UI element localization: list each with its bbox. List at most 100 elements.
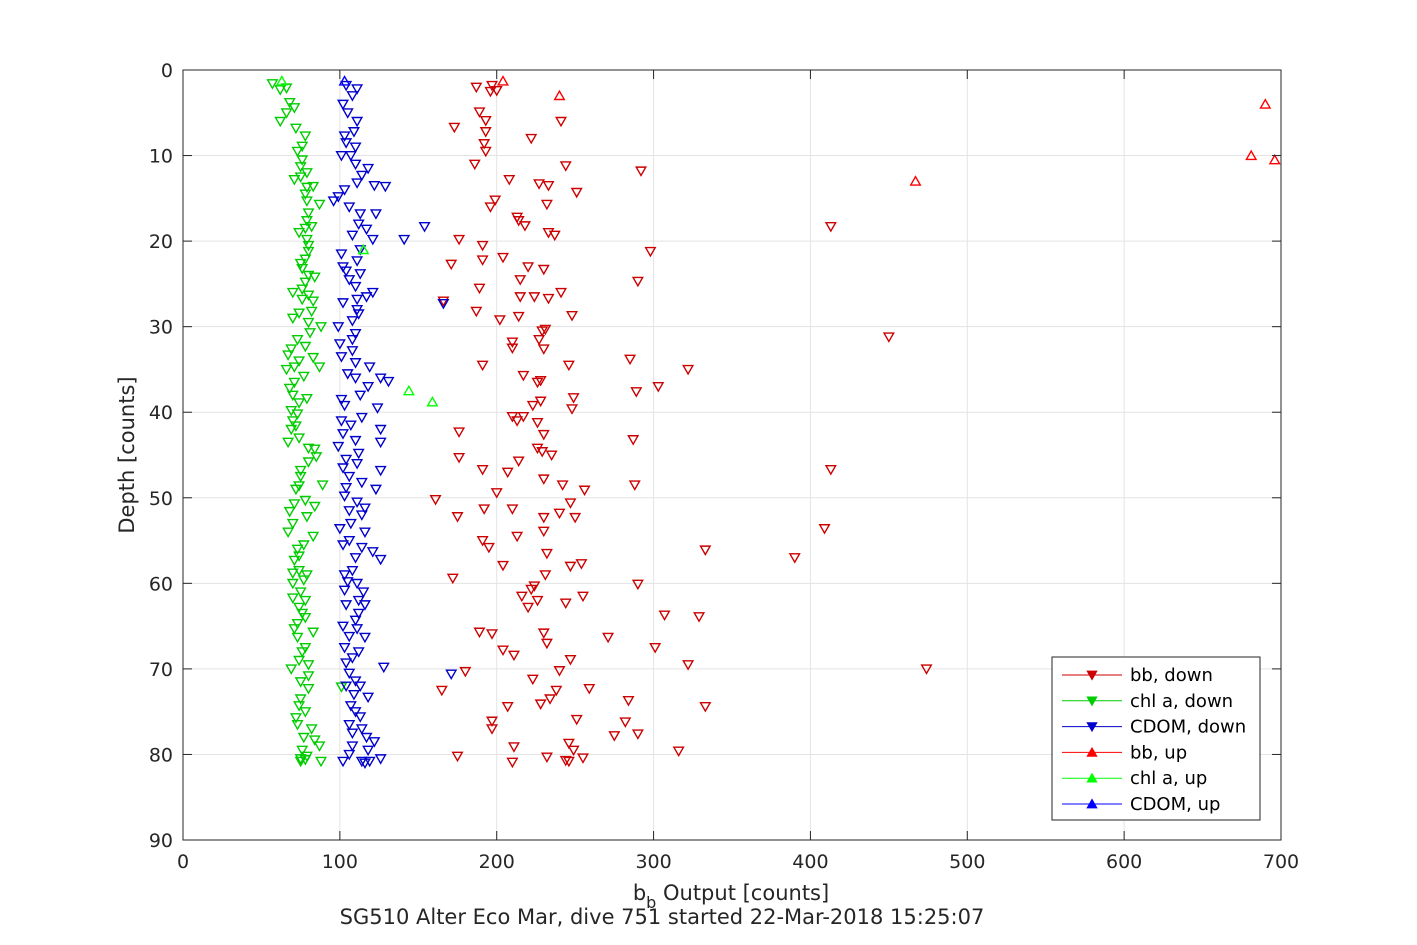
data-point (349, 435, 362, 447)
data-point (347, 127, 360, 138)
data-point (358, 503, 371, 515)
data-point (338, 400, 351, 412)
data-point (293, 228, 306, 239)
data-point (300, 182, 313, 194)
data-point (540, 199, 553, 211)
data-point (308, 735, 321, 746)
data-point (288, 362, 301, 373)
data-point (631, 729, 644, 740)
x-tick-label: 0 (177, 851, 189, 873)
legend-label: bb, up (1130, 742, 1187, 763)
data-point (479, 115, 492, 127)
data-point (354, 245, 367, 256)
y-axis-label: Depth [counts] (115, 376, 139, 533)
y-tick-label: 50 (149, 488, 173, 510)
data-point (343, 202, 356, 213)
data-point (307, 296, 320, 307)
data-point (291, 632, 304, 644)
data-point (562, 756, 575, 768)
x-tick-label: 200 (479, 851, 515, 873)
data-point (363, 362, 376, 373)
data-point (451, 751, 464, 763)
data-point (570, 714, 583, 726)
data-point (300, 570, 313, 581)
y-tick-label: 90 (149, 830, 173, 852)
data-point (824, 465, 837, 476)
data-point (539, 570, 552, 581)
data-point (682, 364, 695, 376)
data-point (293, 602, 306, 614)
data-point (316, 480, 329, 491)
data-point (294, 162, 307, 173)
legend-label: chl a, up (1130, 768, 1207, 789)
data-point (341, 108, 354, 119)
figure-caption: SG510 Alter Eco Mar, dive 751 started 22… (340, 905, 985, 929)
series-2 (327, 80, 458, 769)
data-point (358, 758, 371, 769)
data-point (559, 598, 572, 609)
data-point (288, 555, 301, 567)
data-point (285, 424, 298, 436)
data-point (291, 334, 304, 346)
data-point (349, 328, 362, 340)
legend-label: chl a, down (1130, 691, 1233, 712)
data-point (288, 103, 301, 114)
data-point (340, 80, 353, 92)
data-point (307, 181, 320, 193)
data-point (699, 701, 712, 713)
data-point (366, 234, 379, 246)
data-point (352, 309, 365, 320)
data-point (335, 352, 348, 363)
data-point (545, 450, 558, 461)
data-point (486, 716, 499, 728)
y-tick-label: 30 (149, 317, 173, 339)
data-point (302, 246, 315, 258)
data-point (559, 161, 572, 172)
data-point (285, 664, 298, 675)
data-point (583, 684, 596, 695)
data-point (514, 275, 527, 286)
data-point (293, 701, 306, 712)
data-point (352, 448, 365, 460)
x-axis-label: bb Output [counts] (633, 881, 829, 912)
data-point (882, 332, 895, 343)
data-point (562, 360, 575, 372)
data-point (313, 741, 326, 752)
data-point (275, 75, 288, 86)
data-point (526, 674, 539, 686)
data-point (351, 294, 364, 306)
data-point (291, 619, 304, 630)
data-point (559, 755, 572, 767)
data-point (341, 577, 354, 588)
data-point (333, 339, 346, 350)
data-point (358, 527, 371, 538)
data-point (344, 701, 357, 712)
data-point (622, 696, 635, 707)
data-point (1259, 98, 1272, 109)
data-point (354, 681, 367, 692)
data-point (282, 527, 295, 538)
data-point (476, 360, 489, 372)
data-point (451, 512, 464, 523)
data-point (542, 293, 555, 305)
data-point (302, 317, 315, 329)
data-point (296, 294, 309, 306)
data-point (355, 477, 368, 489)
data-point (286, 416, 299, 427)
data-point (540, 548, 553, 560)
data-point (363, 756, 376, 768)
data-point (537, 344, 550, 355)
data-point (490, 488, 503, 499)
data-point (909, 175, 922, 186)
data-point (540, 752, 553, 763)
data-point (335, 416, 348, 427)
data-point (291, 544, 304, 556)
data-point (297, 575, 310, 586)
x-tick-label: 600 (1106, 851, 1142, 873)
data-point (482, 542, 495, 554)
data-point (313, 199, 326, 211)
data-point (512, 456, 525, 467)
data-point (291, 409, 304, 420)
data-point (299, 341, 312, 353)
data-point (310, 452, 323, 463)
